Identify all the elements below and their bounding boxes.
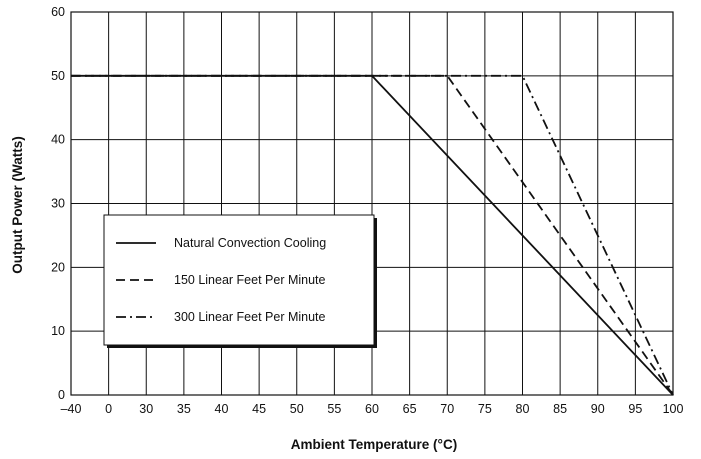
x-tick-label: 0	[105, 402, 112, 416]
series-line-3	[71, 74, 674, 396]
y-tick-label: 20	[51, 260, 65, 274]
y-tick-label: 30	[51, 197, 65, 211]
x-tick-label: 55	[327, 402, 341, 416]
y-tick-label: 10	[51, 324, 65, 338]
legend: Natural Convection Cooling 150 Linear Fee…	[103, 214, 377, 348]
legend-label-2: 150 Linear Feet Per Minute	[174, 273, 326, 287]
series-lines	[71, 74, 674, 396]
tick-labels: –40 0 30 35 40 45 50 55 60 65 70 75 80 85 90 95 10001020…	[51, 5, 683, 416]
series-line-2	[71, 74, 674, 396]
x-tick-label: 40	[215, 402, 229, 416]
legend-label-3: 300 Linear Feet Per Minute	[174, 310, 326, 324]
x-tick-label: 60	[365, 402, 379, 416]
x-tick-label: –40	[61, 402, 82, 416]
y-tick-label: 60	[51, 5, 65, 19]
y-tick-label: 0	[58, 388, 65, 402]
y-axis-title: Output Power (Watts)	[10, 136, 25, 274]
x-tick-label: 80	[516, 402, 530, 416]
y-tick-label: 40	[51, 133, 65, 147]
x-tick-label: 45	[252, 402, 266, 416]
x-tick-label: 35	[177, 402, 191, 416]
legend-label-1: Natural Convection Cooling	[174, 236, 326, 250]
x-tick-label: 90	[591, 402, 605, 416]
x-tick-label: 30	[139, 402, 153, 416]
x-tick-label: 65	[403, 402, 417, 416]
x-axis-title: Ambient Temperature (°C)	[291, 437, 457, 452]
x-tick-label: 75	[478, 402, 492, 416]
plot-frame	[70, 11, 674, 396]
y-tick-label: 50	[51, 69, 65, 83]
x-tick-label: 100	[663, 402, 684, 416]
x-tick-label: 50	[290, 402, 304, 416]
x-tick-label: 95	[628, 402, 642, 416]
x-tick-label: 85	[553, 402, 567, 416]
x-tick-label: 70	[440, 402, 454, 416]
